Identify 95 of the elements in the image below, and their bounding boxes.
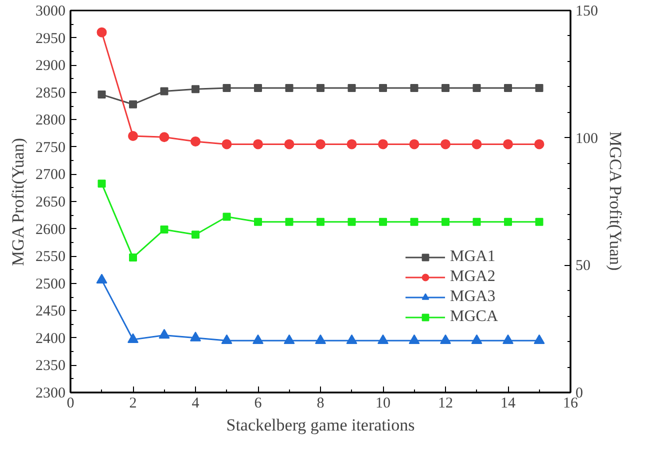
x-tick-label: 0 [66,396,74,412]
point [252,334,264,344]
point [379,218,387,226]
x-tick-label: 8 [316,396,324,412]
legend-label: MGA2 [450,268,496,286]
y2-tick-label: 150 [576,4,598,20]
legend-label: MGA3 [450,288,496,306]
y-tick-label: 2700 [36,167,66,184]
y-tick-label: 2950 [36,30,66,47]
legend-label: MGCA [450,308,498,326]
y-tick-label: 2850 [36,85,66,102]
point [534,139,544,150]
y-tick-label: 2300 [36,386,66,402]
point [315,334,326,344]
point [504,218,512,226]
point [378,139,388,150]
point [408,334,420,344]
point [378,334,388,344]
point [534,334,545,344]
point [472,218,481,226]
point [440,139,450,150]
point [158,328,170,339]
x-tick-label: 6 [254,396,262,412]
point [192,85,200,94]
point [285,84,294,92]
point [160,226,168,234]
point [535,218,544,226]
y2-tick-label: 100 [576,130,598,147]
point [316,84,324,92]
point [222,84,231,92]
y-tick-label: 2400 [36,330,66,347]
point [440,334,451,344]
y-tick-label: 3000 [36,4,66,20]
point [190,136,200,146]
x-tick-label: 16 [563,396,578,412]
y-tick-label: 2900 [36,58,66,74]
point [222,212,231,221]
point [285,218,294,226]
x-axis-title: Stackelberg game iterations [226,416,415,434]
x-tick-label: 10 [376,396,390,412]
point [502,334,514,344]
point [128,333,138,343]
point [129,100,137,108]
point [160,87,168,96]
y-tick-label: 2500 [36,276,66,292]
point [472,139,482,150]
y-tick-label: 2600 [36,222,66,238]
point [346,139,357,150]
point [284,139,294,150]
point [348,84,356,92]
point [348,218,356,226]
point [96,27,107,38]
point [410,218,418,226]
point [284,334,295,344]
point [192,230,200,239]
point [442,218,450,226]
y2-tick-label: 50 [576,258,590,274]
point [410,84,418,92]
y-tick-label: 2350 [36,358,66,374]
point [471,334,482,344]
point [190,332,201,342]
y-tick-label: 2800 [36,112,66,129]
x-tick-label: 12 [438,396,453,412]
point [129,254,137,262]
point [254,218,262,226]
point [346,334,358,344]
point [503,139,513,150]
point [409,139,420,150]
y2-axis-title: MGCA Profit(Yuan) [606,131,625,271]
y2-tick-label: 0 [576,386,583,402]
point [472,84,481,92]
x-tick-label: 4 [192,396,200,412]
point [128,131,138,142]
y-axis-title: MGA Profit(Yuan) [8,138,28,266]
point [316,218,324,226]
y-tick-label: 2650 [36,194,66,210]
x-tick-label: 2 [129,396,137,412]
point [98,90,106,99]
point [98,180,106,188]
x-tick-label: 14 [500,396,516,412]
point [442,84,450,92]
point [253,139,263,150]
point [254,84,262,92]
point [222,139,232,150]
point [535,84,544,92]
point [221,334,232,344]
y-tick-label: 2750 [36,140,66,156]
point [159,132,170,142]
y-tick-label: 2450 [36,304,66,320]
point [504,84,512,92]
y-tick-label: 2550 [36,249,66,266]
point [379,84,387,92]
point [96,274,108,284]
point [316,139,326,150]
legend-label: MGA1 [450,248,496,266]
